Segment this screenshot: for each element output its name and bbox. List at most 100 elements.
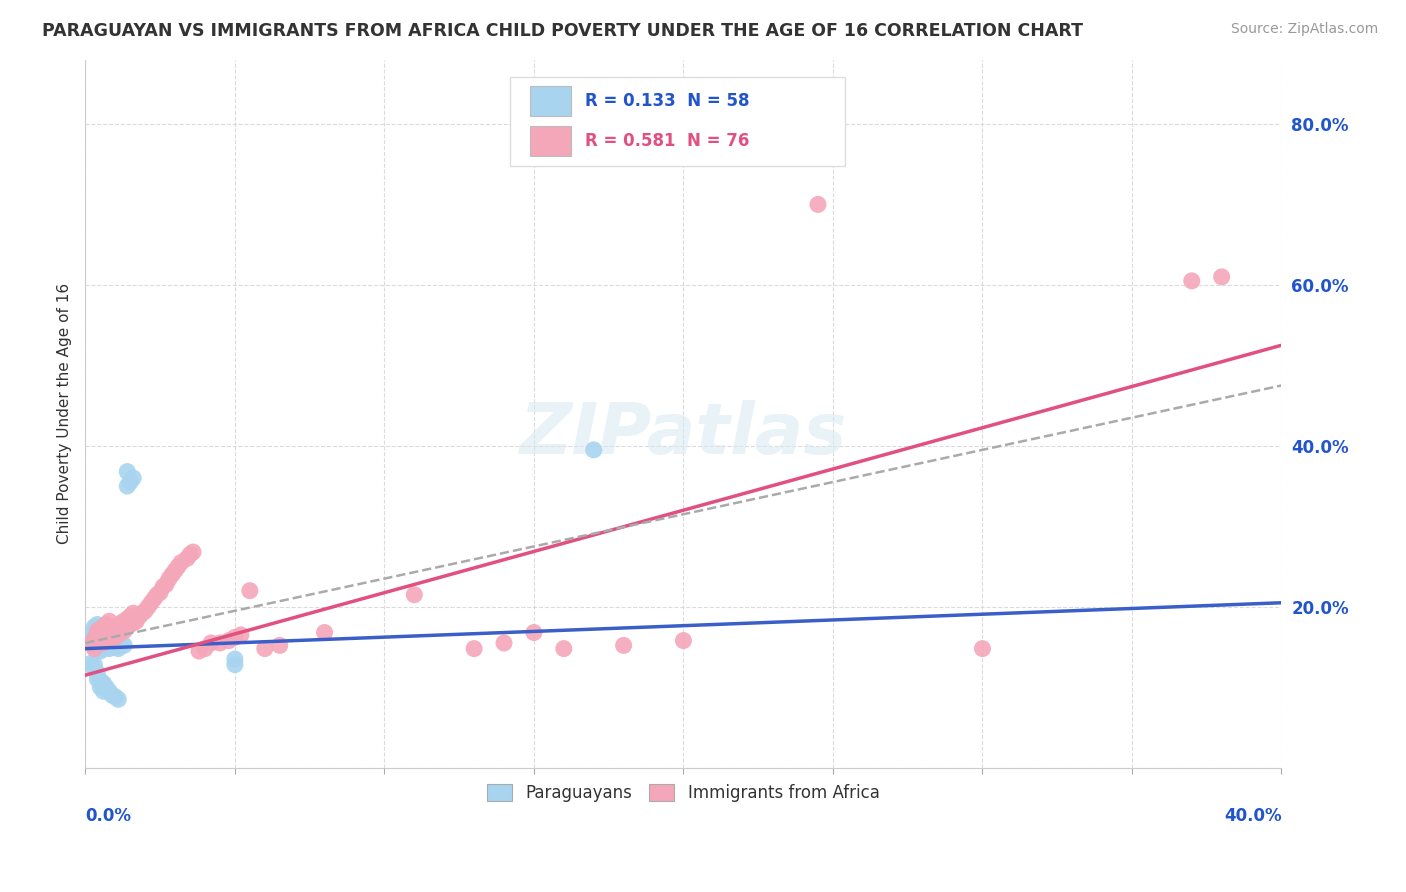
Point bbox=[104, 690, 127, 704]
Point bbox=[104, 631, 127, 645]
Point bbox=[314, 625, 336, 640]
Point bbox=[96, 628, 118, 642]
Point bbox=[89, 673, 111, 688]
Point bbox=[112, 614, 135, 628]
Text: Source: ZipAtlas.com: Source: ZipAtlas.com bbox=[1230, 22, 1378, 37]
Point bbox=[107, 620, 129, 634]
FancyBboxPatch shape bbox=[510, 78, 845, 166]
Point bbox=[86, 628, 108, 642]
Point bbox=[91, 620, 114, 634]
Point bbox=[176, 551, 198, 566]
Point bbox=[98, 641, 121, 656]
Point bbox=[208, 636, 231, 650]
FancyBboxPatch shape bbox=[530, 126, 571, 156]
Point bbox=[89, 639, 111, 653]
Point bbox=[115, 620, 138, 634]
Point bbox=[972, 641, 994, 656]
Point bbox=[160, 567, 183, 582]
Point bbox=[89, 622, 111, 636]
Point bbox=[104, 622, 127, 636]
Point bbox=[149, 585, 172, 599]
Point bbox=[218, 633, 240, 648]
Text: R = 0.581  N = 76: R = 0.581 N = 76 bbox=[585, 132, 749, 150]
Point bbox=[89, 620, 111, 634]
Point bbox=[86, 631, 108, 645]
Point bbox=[83, 624, 105, 638]
Point bbox=[122, 615, 145, 630]
Point bbox=[80, 636, 103, 650]
Point bbox=[80, 636, 103, 650]
Point bbox=[86, 617, 108, 632]
FancyBboxPatch shape bbox=[530, 86, 571, 116]
Point bbox=[83, 663, 105, 677]
Point bbox=[141, 596, 163, 610]
Point bbox=[807, 197, 830, 211]
Point bbox=[136, 599, 159, 614]
Point bbox=[115, 465, 138, 479]
Point bbox=[83, 620, 105, 634]
Point bbox=[122, 471, 145, 485]
Point bbox=[86, 672, 108, 686]
Point bbox=[115, 612, 138, 626]
Point bbox=[152, 580, 174, 594]
Point bbox=[86, 624, 108, 638]
Point bbox=[91, 636, 114, 650]
Point bbox=[170, 556, 193, 570]
Point bbox=[107, 628, 129, 642]
Point bbox=[167, 559, 190, 574]
Point bbox=[120, 475, 142, 489]
Point bbox=[122, 606, 145, 620]
Point bbox=[98, 614, 121, 628]
Point bbox=[91, 631, 114, 645]
Point bbox=[112, 624, 135, 638]
Point bbox=[86, 636, 108, 650]
Point bbox=[110, 615, 132, 630]
Point bbox=[86, 636, 108, 650]
Point bbox=[86, 641, 108, 656]
Point bbox=[98, 684, 121, 698]
Point bbox=[91, 624, 114, 638]
Point bbox=[89, 632, 111, 646]
Point bbox=[224, 657, 246, 672]
Point bbox=[146, 588, 169, 602]
Point bbox=[101, 632, 124, 646]
Point bbox=[96, 617, 118, 632]
Point bbox=[101, 639, 124, 653]
Point bbox=[239, 583, 262, 598]
Point bbox=[89, 625, 111, 640]
Point bbox=[91, 684, 114, 698]
Point bbox=[80, 632, 103, 646]
Point bbox=[83, 633, 105, 648]
Point bbox=[86, 665, 108, 680]
Point bbox=[120, 609, 142, 624]
Point bbox=[96, 680, 118, 694]
Text: 40.0%: 40.0% bbox=[1223, 806, 1281, 824]
Point bbox=[101, 620, 124, 634]
Point bbox=[1211, 269, 1233, 284]
Point bbox=[553, 641, 575, 656]
Text: 0.0%: 0.0% bbox=[86, 806, 131, 824]
Point bbox=[224, 631, 246, 645]
Text: PARAGUAYAN VS IMMIGRANTS FROM AFRICA CHILD POVERTY UNDER THE AGE OF 16 CORRELATI: PARAGUAYAN VS IMMIGRANTS FROM AFRICA CHI… bbox=[42, 22, 1083, 40]
Point bbox=[253, 641, 276, 656]
Point bbox=[83, 632, 105, 646]
Y-axis label: Child Poverty Under the Age of 16: Child Poverty Under the Age of 16 bbox=[58, 283, 72, 544]
Point bbox=[181, 545, 204, 559]
Point bbox=[194, 641, 217, 656]
Text: ZIPatlas: ZIPatlas bbox=[520, 401, 846, 469]
Point bbox=[89, 680, 111, 694]
Point bbox=[101, 628, 124, 642]
Point bbox=[89, 631, 111, 645]
Point bbox=[96, 640, 118, 654]
Point bbox=[107, 692, 129, 706]
Legend: Paraguayans, Immigrants from Africa: Paraguayans, Immigrants from Africa bbox=[481, 778, 886, 809]
Point bbox=[96, 633, 118, 648]
Point bbox=[96, 625, 118, 640]
Point bbox=[112, 639, 135, 653]
Point bbox=[98, 631, 121, 645]
Point bbox=[672, 633, 695, 648]
Point bbox=[110, 636, 132, 650]
Point bbox=[523, 625, 546, 640]
Point bbox=[582, 442, 605, 457]
Point bbox=[155, 577, 177, 591]
